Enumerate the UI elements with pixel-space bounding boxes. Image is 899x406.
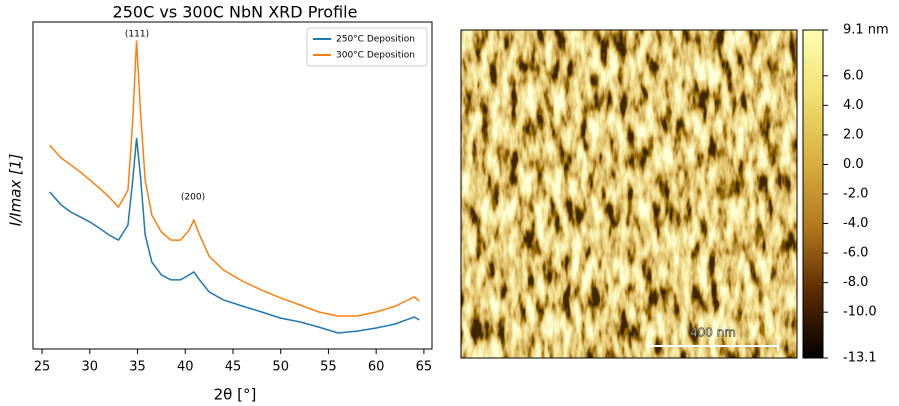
colorbar-tick-label: -10.0 — [843, 305, 877, 320]
annotation: (111) — [125, 30, 149, 40]
x-tick-label: 50 — [272, 360, 289, 375]
x-tick-label: 60 — [368, 360, 385, 375]
colorbar-tick-label: 0.0 — [843, 157, 864, 172]
x-tick-label: 35 — [129, 360, 146, 375]
image-frame — [460, 29, 798, 359]
scale-bar-label: 400 nm — [690, 326, 736, 340]
colorbar-tick-label: -8.0 — [843, 275, 868, 290]
x-tick-label: 45 — [225, 360, 242, 375]
y-axis-label: I/Imax [1] — [7, 154, 25, 227]
legend-label: 300°C Deposition — [336, 51, 415, 61]
series-line — [49, 40, 420, 317]
chart-title: 250C vs 300C NbN XRD Profile — [113, 3, 358, 22]
colorbar-tick-label: -2.0 — [843, 187, 868, 202]
x-tick-label: 25 — [34, 360, 51, 375]
colorbar-tick-label: 2.0 — [843, 127, 864, 142]
afm-image — [461, 30, 797, 358]
x-tick-label: 65 — [416, 360, 433, 375]
colorbar-tick-label: 9.1 nm — [843, 23, 889, 38]
x-tick-label: 40 — [177, 360, 194, 375]
scale-bar: 400 nm — [647, 325, 779, 351]
x-axis-label: 2θ [°] — [214, 386, 257, 404]
colorbar-tick-label: 6.0 — [843, 68, 864, 83]
colorbar-tick-label: -6.0 — [843, 246, 868, 261]
plot-frame — [32, 21, 433, 350]
legend-box — [306, 27, 428, 67]
legend-label: 250°C Deposition — [336, 35, 415, 45]
series-line — [49, 137, 420, 334]
colorbar-tick-label: 4.0 — [843, 98, 864, 113]
colorbar — [802, 29, 824, 359]
annotation: (200) — [181, 193, 205, 203]
x-tick-label: 55 — [320, 360, 337, 375]
colorbar-tick-label: -4.0 — [843, 216, 868, 231]
colorbar-tick-label: -13.1 — [843, 351, 877, 366]
x-tick-label: 30 — [82, 360, 99, 375]
